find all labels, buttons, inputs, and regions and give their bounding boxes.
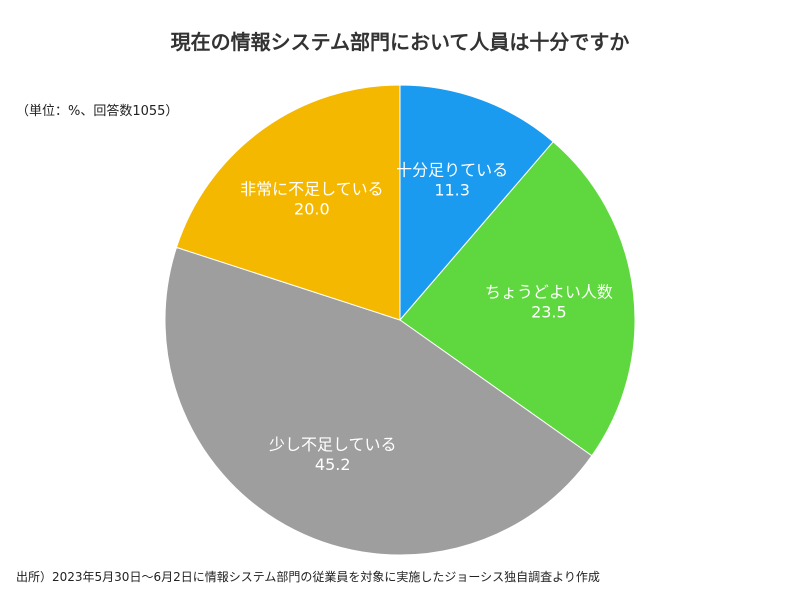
slice-just-right [399, 141, 636, 457]
unit-note: （単位：%、回答数1055） [16, 104, 179, 119]
slice-value-label: 11.3 [434, 180, 470, 199]
chart-title: 現在の情報システム部門において人員は十分ですか [170, 30, 630, 54]
slice-category-label: 十分足りている [396, 160, 508, 179]
slice-value-label: 20.0 [294, 200, 330, 219]
slice-value-label: 45.2 [315, 455, 351, 474]
slice-very-short [175, 84, 401, 321]
slice-value-label: 23.5 [531, 303, 567, 322]
slice-slightly-short [164, 246, 593, 556]
slice-category-label: 非常に不足している [240, 180, 384, 199]
slice-sufficient [399, 84, 554, 322]
slice-category-label: ちょうどよい人数 [485, 283, 613, 302]
slice-category-label: 少し不足している [269, 435, 397, 454]
source-note: 出所）2023年5月30日〜6月2日に情報システム部門の従業員を対象に実施したジ… [16, 570, 600, 584]
